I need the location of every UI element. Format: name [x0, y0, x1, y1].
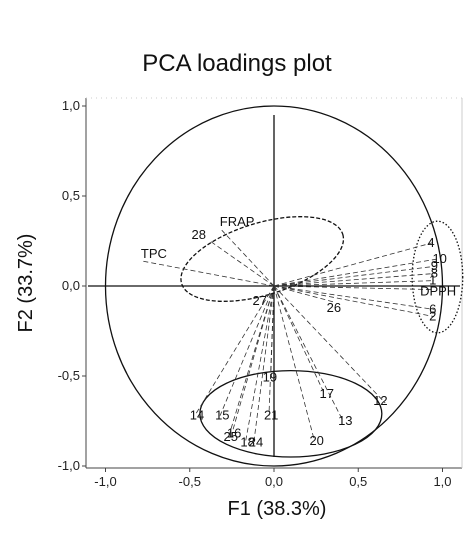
loading-line-20	[273, 285, 315, 441]
variable-label-FRAP: FRAP	[220, 214, 255, 229]
loading-line-24	[253, 285, 275, 443]
variable-label-9: 9	[431, 258, 438, 273]
loading-line-21	[268, 285, 275, 416]
y-tick-label: 0,5	[62, 188, 80, 203]
loading-line-9	[273, 265, 436, 287]
y-tick-label: 0,0	[62, 278, 80, 293]
variable-label-2: 2	[429, 309, 436, 324]
loading-line-17	[273, 285, 325, 395]
group-ellipse-dashed	[180, 216, 345, 302]
variable-label-10: 10	[432, 251, 446, 266]
loading-line-15	[219, 285, 275, 416]
group-ellipse-dotted	[411, 220, 464, 334]
variable-label-18: 18	[240, 435, 254, 450]
variable-label-25: 25	[224, 429, 238, 444]
loading-line-10	[273, 258, 438, 287]
variable-label-12: 12	[373, 393, 387, 408]
chart-title: PCA loadings plot	[142, 50, 332, 77]
variable-label-19: 19	[263, 370, 277, 385]
loading-line-26	[273, 285, 335, 303]
loading-line-18	[244, 285, 275, 443]
loading-line-DPPH	[273, 285, 435, 290]
loading-line-6	[273, 285, 435, 310]
loading-line-FRAP	[221, 229, 275, 287]
loading-vectors	[140, 229, 438, 443]
variable-label-27: 27	[252, 293, 266, 308]
variable-label-DPPH: DPPH	[420, 284, 456, 299]
loading-line-TPC	[140, 260, 275, 287]
loading-line-13	[273, 285, 344, 422]
loading-line-12	[273, 285, 386, 404]
loading-line-1	[273, 280, 435, 287]
variable-label-15: 15	[215, 408, 229, 423]
loading-line-14	[194, 285, 275, 416]
variable-label-26: 26	[327, 300, 341, 315]
loading-line-25	[228, 285, 275, 438]
loading-line-2	[273, 285, 435, 317]
variable-label-8: 8	[431, 265, 438, 280]
y-tick-label: -1,0	[58, 458, 80, 473]
variable-label-4: 4	[427, 235, 434, 250]
variable-label-24: 24	[249, 435, 263, 450]
variable-label-14: 14	[190, 408, 204, 423]
variable-label-6: 6	[429, 301, 436, 316]
axis-ticks: -1,0 -0,5 0,0 0,5 1,0 1,0 0,5 0,0 -0,5 -1,0	[58, 98, 452, 489]
correlation-circle	[104, 105, 444, 467]
variable-label-16: 16	[227, 426, 241, 441]
variable-label-28: 28	[192, 227, 206, 242]
variable-label-1: 1	[429, 273, 436, 288]
y-tick-label: -0,5	[58, 368, 80, 383]
variable-label-21: 21	[264, 408, 278, 423]
group-ellipse-solid	[199, 369, 383, 458]
variable-label-TPC: TPC	[141, 246, 167, 261]
x-tick-label: 0,0	[265, 474, 283, 489]
x-tick-label: 0,5	[349, 474, 367, 489]
x-tick-label: -0,5	[179, 474, 201, 489]
group-ellipses	[180, 216, 464, 458]
loading-line-28	[209, 240, 275, 287]
variable-label-17: 17	[320, 386, 334, 401]
y-axis-label: F2 (33.7%)	[15, 234, 37, 333]
x-tick-label: 1,0	[433, 474, 451, 489]
variable-label-13: 13	[338, 413, 352, 428]
x-axis-label: F1 (38.3%)	[228, 498, 327, 520]
y-tick-label: 1,0	[62, 98, 80, 113]
variable-label-20: 20	[309, 433, 323, 448]
loading-line-4	[273, 242, 433, 287]
loading-line-8	[273, 273, 436, 287]
x-tick-label: -1,0	[94, 474, 116, 489]
